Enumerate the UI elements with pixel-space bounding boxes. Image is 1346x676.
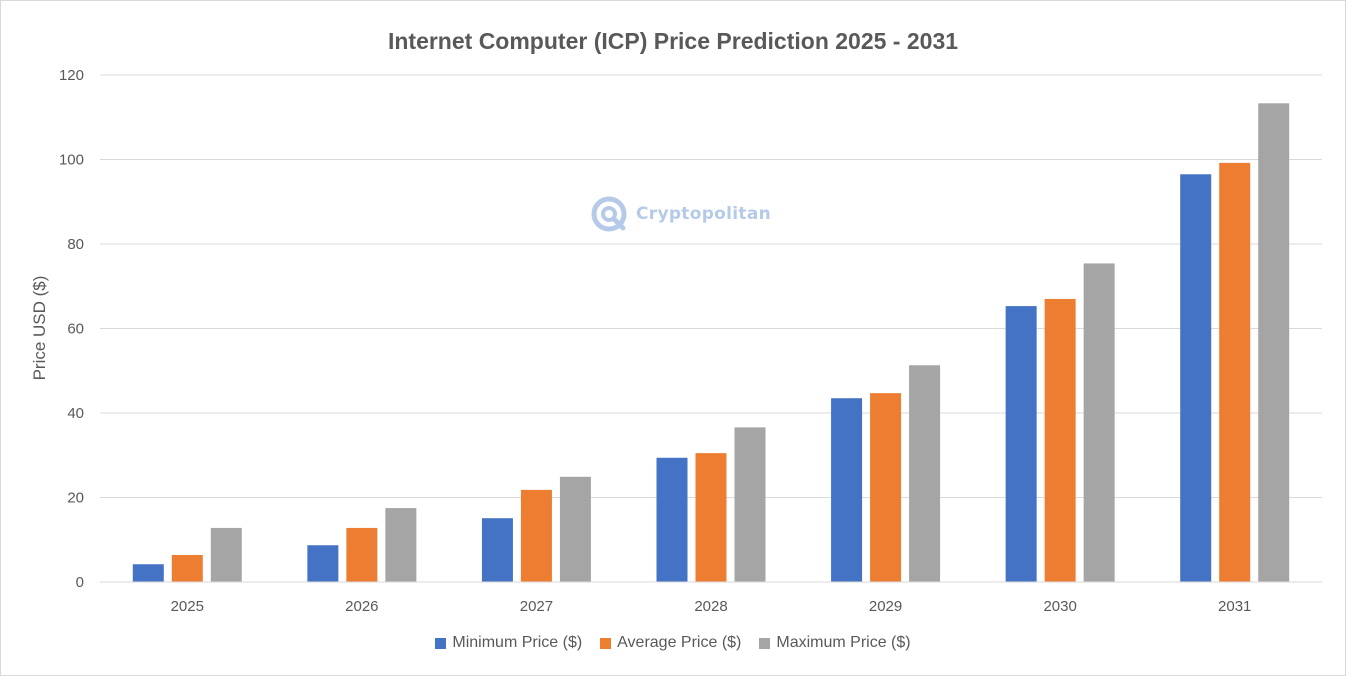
watermark: Cryptopolitan <box>590 195 771 233</box>
bar-average-2031 <box>1219 162 1251 582</box>
bar-minimum-2028 <box>656 457 688 582</box>
bar-maximum-2028 <box>734 427 766 582</box>
y-axis-ticks: 0 20 40 60 80 100 120 <box>59 67 84 591</box>
legend-swatch <box>759 637 771 649</box>
bar-minimum-2030 <box>1005 306 1037 582</box>
bar-minimum-2026 <box>307 545 339 582</box>
y-tick-label: 40 <box>67 405 84 422</box>
watermark-text: Cryptopolitan <box>636 204 772 224</box>
bar-maximum-2031 <box>1258 103 1290 583</box>
legend-swatch <box>600 637 612 649</box>
legend-item: Minimum Price ($) <box>435 634 582 652</box>
bar-average-2027 <box>520 489 552 582</box>
bar-maximum-2027 <box>559 476 591 582</box>
bars <box>132 103 1290 583</box>
y-tick-label: 20 <box>67 490 84 507</box>
bar-minimum-2031 <box>1180 174 1212 582</box>
bar-maximum-2025 <box>210 527 242 582</box>
chart-title: Internet Computer (ICP) Price Prediction… <box>387 28 959 54</box>
bar-average-2029 <box>870 393 902 582</box>
y-tick-label: 0 <box>76 574 84 591</box>
x-tick-label: 2027 <box>520 598 553 615</box>
bar-maximum-2030 <box>1083 263 1115 582</box>
x-tick-label: 2026 <box>345 598 378 615</box>
legend: Minimum Price ($) Average Price ($) Maximu… <box>0 634 1346 652</box>
bar-minimum-2029 <box>831 398 863 582</box>
x-tick-label: 2031 <box>1218 598 1251 615</box>
bar-average-2026 <box>346 527 378 582</box>
legend-label: Maximum Price ($) <box>776 634 911 651</box>
cryptopolitan-logo-icon <box>591 196 627 232</box>
legend-item: Average Price ($) <box>600 634 741 652</box>
legend-swatch <box>435 637 447 649</box>
legend-label: Minimum Price ($) <box>452 634 583 651</box>
bar-minimum-2027 <box>481 518 513 582</box>
y-tick-label: 60 <box>67 321 84 338</box>
bar-average-2028 <box>695 453 727 582</box>
bar-maximum-2026 <box>385 508 417 582</box>
bar-maximum-2029 <box>909 365 941 582</box>
x-tick-label: 2030 <box>1043 598 1076 615</box>
legend-label: Average Price ($) <box>617 634 742 651</box>
x-tick-label: 2025 <box>171 598 204 615</box>
x-axis-ticks: 2025 2026 2027 2028 2029 2030 2031 <box>100 581 1322 615</box>
bar-minimum-2025 <box>132 564 164 582</box>
x-tick-label: 2028 <box>694 598 727 615</box>
legend-item: Maximum Price ($) <box>759 634 911 652</box>
y-tick-label: 100 <box>59 152 84 169</box>
y-tick-label: 120 <box>59 67 84 84</box>
bar-average-2030 <box>1044 298 1076 582</box>
gridlines <box>100 74 1322 583</box>
bar-average-2025 <box>171 554 203 582</box>
y-tick-label: 80 <box>67 236 84 253</box>
x-tick-label: 2029 <box>869 598 902 615</box>
